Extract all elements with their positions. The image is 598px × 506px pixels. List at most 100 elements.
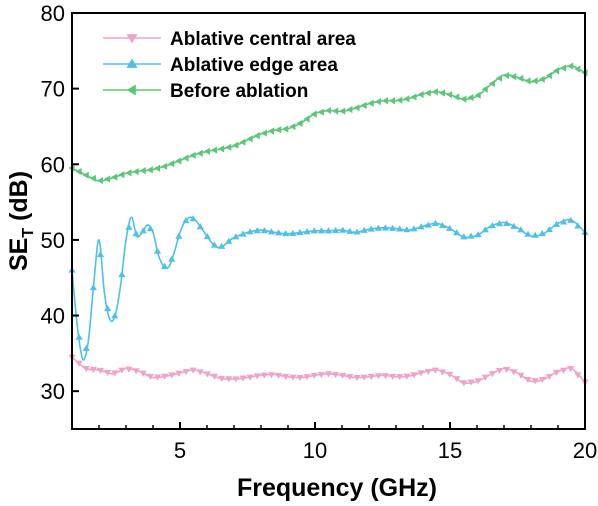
series-1-marker [517,226,525,233]
series-2-marker [246,135,253,143]
legend-swatch-marker [126,34,138,44]
legend-item-2: Before ablation [103,81,308,102]
y-tick-label: 40 [41,304,65,329]
series-1-marker [296,228,304,236]
series-0-marker [438,369,447,376]
series-0-marker [424,368,432,375]
series-1-marker [481,226,489,233]
series-2-marker [474,91,481,99]
y-tick-label: 50 [41,228,65,253]
series-2-marker [346,105,353,114]
series-1-marker [132,230,140,237]
series-1-marker [503,219,511,227]
series-1-marker [289,229,297,236]
series-0-marker [381,373,390,380]
series-1-marker [260,227,268,234]
series-0-marker [374,373,382,380]
legend-layer: Ablative central area Ablative edge area B… [103,29,356,102]
series-2-marker [545,71,552,80]
x-tick-label: 20 [573,438,597,463]
series-1-marker [417,223,425,230]
series-0-marker [132,368,140,375]
series-0-markers [68,354,589,387]
series-2-marker [96,176,104,185]
series-2-marker [332,107,339,115]
series-2-marker [560,64,567,72]
series-2-marker [196,149,203,157]
series-0-marker [453,376,461,383]
series-0-marker [495,367,504,375]
series-0-marker [218,375,226,382]
series-0-marker [89,366,97,373]
series-2-marker [517,74,524,83]
series-0-marker [560,367,568,374]
series-0-marker [239,375,247,382]
series-1-marker [460,233,468,240]
series-2-marker [139,167,146,175]
series-2-marker [232,141,239,149]
series-1-marker [175,232,183,239]
series-2-marker [360,101,367,110]
y-tick-label: 30 [41,379,65,404]
series-0-marker [310,372,318,380]
series-0-marker [139,370,147,377]
series-1-marker [332,226,340,233]
series-2-marker [453,93,460,101]
series-0-marker [360,374,368,381]
series-0-marker [346,374,354,381]
series-1-marker [374,224,382,231]
series-1-marker [324,227,333,234]
y-axis-title-unit: (dB) [5,171,33,228]
series-0-marker [417,370,425,377]
series-0-marker [545,373,553,380]
series-0-marker [567,366,575,373]
series-1-marker [560,218,568,225]
series-1-marker [168,255,176,262]
series-2-marker [175,157,182,165]
series-0-marker [289,374,297,381]
series-2-marker [339,107,346,115]
series-2-marker [324,106,332,115]
series-1-marker [367,225,375,232]
series-0-marker [75,360,83,367]
series-0-marker [253,373,261,380]
series-2-marker [239,138,246,146]
series-2-marker [410,93,417,101]
series-2-marker [424,89,431,97]
series-1-marker [232,233,240,240]
series-1-marker [282,230,290,237]
series-0-marker [552,369,561,376]
series-1-marker [104,305,112,312]
series-1-marker [310,227,318,234]
series-2-marker [203,147,210,155]
series-0-marker [531,378,539,385]
series-2-marker [417,90,424,99]
series-1-marker [424,221,432,228]
series-1-marker [139,227,147,234]
series-0-marker [503,366,511,373]
series-0-marker [232,376,240,383]
series-2-marker [275,126,282,134]
series-0-marker [118,367,126,374]
series-2-marker [467,93,474,102]
series-2-marker [89,174,96,182]
series-2-marker [488,79,495,88]
series-1-marker [531,231,539,238]
series-0-marker [431,367,439,374]
series-2-marker [267,127,275,135]
series-2-marker [381,97,389,105]
series-2-marker [317,108,324,116]
series-2-marker [524,77,531,85]
series-2-marker [161,162,168,170]
series-0-marker [82,366,90,373]
series-0-marker [339,372,347,380]
series-2-marker [225,143,232,151]
series-1-marker [346,227,354,234]
series-1-marker [210,241,219,248]
series-1-marker [275,229,283,236]
series-1-marker [488,222,496,229]
series-2-marker [260,129,267,137]
series-1-marker [146,225,154,232]
series-2-marker [431,88,438,96]
series-2-marker [403,95,410,103]
